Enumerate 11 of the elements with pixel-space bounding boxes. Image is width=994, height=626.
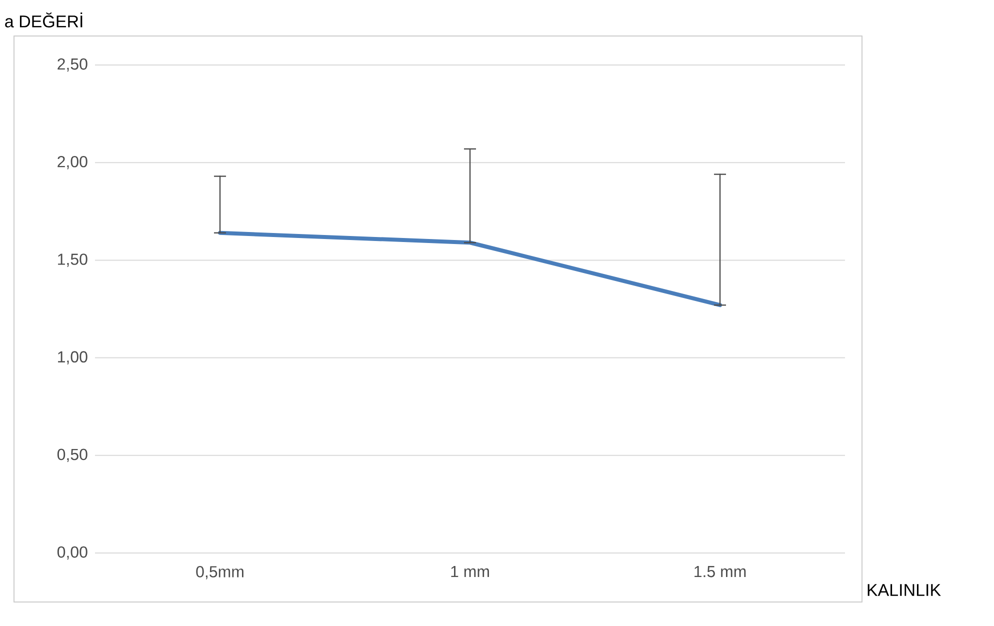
y-tick-label: 1,50 (58, 254, 88, 267)
y-tick-label: 2,00 (58, 156, 88, 170)
y-tick-label: 1,00 (58, 351, 88, 364)
x-axis-title: KALINLIK (868, 584, 941, 596)
y-tick-label: 0,00 (57, 546, 88, 560)
x-tick-label: 1 mm (451, 566, 489, 578)
x-tick-label: 1.5 mm (694, 566, 746, 578)
x-tick-label: 0,5mm (196, 566, 244, 580)
y-axis-title: a DEĞERİ (5, 12, 82, 28)
y-tick-label: 0,50 (57, 448, 88, 462)
y-tick-label: 2,50 (58, 58, 88, 72)
